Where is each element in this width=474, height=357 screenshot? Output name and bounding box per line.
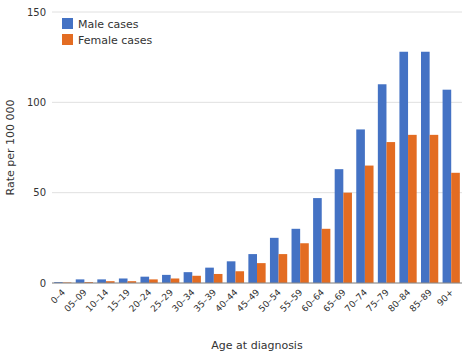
x-tick-label: 20–24 <box>127 287 154 314</box>
chart-container: 0 50 100 150 0–405–0910–1415–1920–2425–2930–… <box>0 0 474 357</box>
grid-line <box>52 12 462 13</box>
bar <box>149 279 158 283</box>
grid-line <box>52 283 462 284</box>
legend: Male cases Female cases <box>62 18 153 47</box>
bar <box>443 90 452 283</box>
bar <box>140 277 149 283</box>
x-tick-label: 05–09 <box>62 287 89 314</box>
bar <box>378 84 387 283</box>
bar <box>356 129 365 283</box>
bar <box>162 275 171 283</box>
bar <box>300 243 309 283</box>
bar <box>248 254 257 283</box>
x-tick-label: 35–39 <box>192 287 219 314</box>
x-axis: 0–405–0910–1415–1920–2425–2930–3435–3940… <box>49 287 456 314</box>
x-axis-line <box>52 283 462 284</box>
bar <box>171 278 180 283</box>
x-tick-label: 80–84 <box>386 287 413 314</box>
x-tick-label: 65–69 <box>321 287 348 314</box>
bar <box>184 272 193 283</box>
y-tick-label: 0 <box>40 278 46 289</box>
bar <box>386 142 395 283</box>
y-axis-title: Rate per 100 000 <box>4 100 17 196</box>
bar <box>76 279 85 283</box>
bar <box>97 279 106 283</box>
bar <box>421 52 430 283</box>
x-tick-label: 85–89 <box>408 287 435 314</box>
bar <box>279 254 288 283</box>
x-tick-label: 30–34 <box>170 287 197 314</box>
x-tick-label: 90+ <box>435 287 456 308</box>
bar <box>257 263 266 283</box>
x-tick-label: 10–14 <box>84 287 111 314</box>
legend-label: Female cases <box>78 34 153 47</box>
bar <box>292 229 301 283</box>
bar <box>335 169 344 283</box>
bar <box>192 276 201 283</box>
x-axis-title: Age at diagnosis <box>211 339 303 352</box>
x-tick-label: 40–44 <box>213 287 240 314</box>
legend-swatch <box>62 18 73 29</box>
bar <box>399 52 408 283</box>
bar <box>430 135 439 283</box>
bar <box>227 261 236 283</box>
y-axis: 0 50 100 150 <box>27 7 462 289</box>
x-tick-label: 50–54 <box>257 287 284 314</box>
y-tick-label: 100 <box>27 97 46 108</box>
legend-label: Male cases <box>78 18 139 31</box>
x-tick-label: 25–29 <box>149 287 176 314</box>
bar <box>313 198 322 283</box>
bar <box>270 238 279 283</box>
x-tick-label: 45–49 <box>235 287 262 314</box>
bar <box>205 268 214 283</box>
y-tick-label: 150 <box>27 7 46 18</box>
bar <box>119 278 128 283</box>
bar <box>322 229 331 283</box>
y-tick-label: 50 <box>33 187 46 198</box>
bar <box>214 274 223 283</box>
bar <box>451 173 460 283</box>
bar <box>343 193 352 283</box>
x-tick-label: 15–19 <box>105 287 132 314</box>
x-tick-label: 0–4 <box>49 287 68 306</box>
legend-swatch <box>62 34 73 45</box>
bars <box>54 52 460 283</box>
bar <box>365 166 374 283</box>
x-tick-label: 75–79 <box>364 287 391 314</box>
x-tick-label: 60–64 <box>300 287 327 314</box>
x-tick-label: 70–74 <box>343 287 370 314</box>
chart: 0 50 100 150 0–405–0910–1415–1920–2425–2930–… <box>0 0 474 357</box>
bar <box>235 271 244 283</box>
bar <box>408 135 417 283</box>
x-tick-label: 55–59 <box>278 287 305 314</box>
